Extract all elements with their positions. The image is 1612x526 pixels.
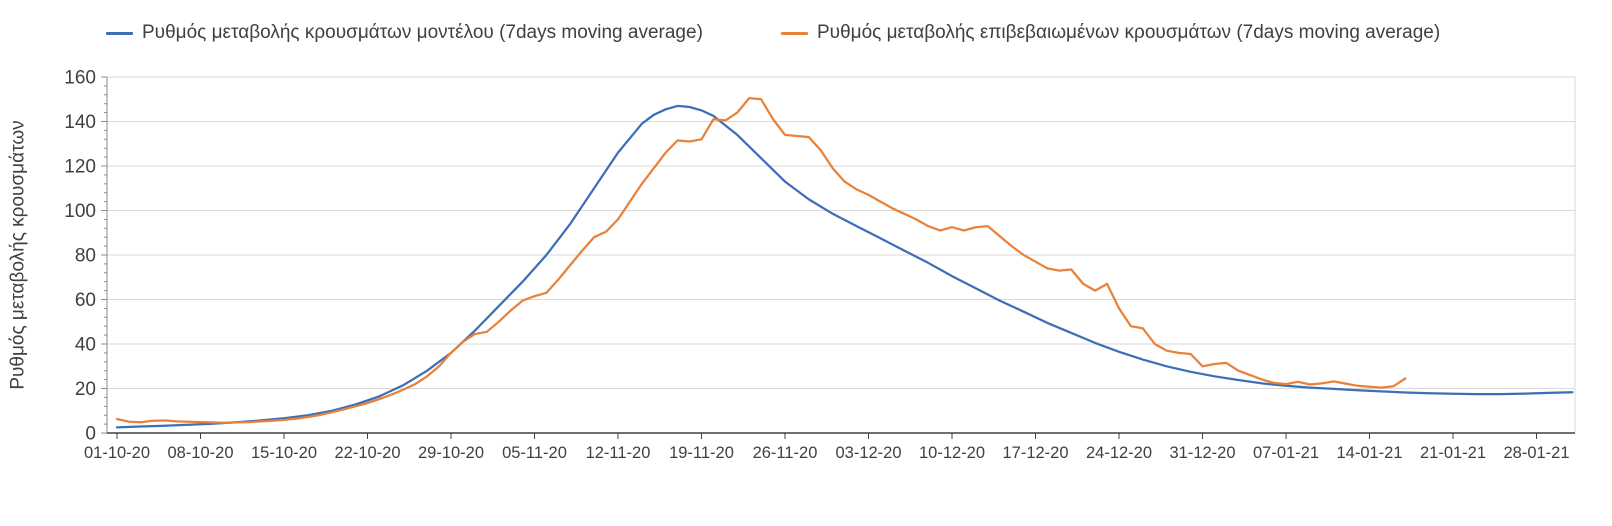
series-line-confirmed	[115, 96, 1407, 424]
y-tick-label: 80	[75, 246, 96, 267]
legend: Ρυθμός μεταβολής κρουσμάτων μοντέλου (7d…	[0, 0, 1612, 52]
x-tick-label: 28-01-21	[1503, 444, 1569, 462]
legend-marker-confirmed-line	[781, 31, 808, 35]
x-tick-label: 31-12-20	[1169, 444, 1235, 462]
x-tick-label: 24-12-20	[1086, 444, 1152, 462]
x-tick-label: 19-11-20	[669, 444, 734, 462]
x-tick-label: 10-12-20	[919, 444, 985, 462]
x-tick-label: 26-11-20	[753, 444, 818, 462]
y-tick-label: 0	[85, 424, 96, 445]
legend-label-confirmed: Ρυθμός μεταβολής επιβεβαιωμένων κρουσμάτ…	[817, 22, 1441, 43]
series-line-model	[115, 104, 1574, 429]
x-tick-label: 05-11-20	[502, 444, 567, 462]
x-tick-label: 22-10-20	[334, 444, 400, 462]
y-tick-label: 20	[75, 379, 96, 400]
x-tick-label: 03-12-20	[835, 444, 901, 462]
legend-item-confirmed: Ρυθμός μεταβολής επιβεβαιωμένων κρουσμάτ…	[781, 22, 1440, 44]
legend-item-model: Ρυθμός μεταβολής κρουσμάτων μοντέλου (7d…	[106, 22, 703, 44]
x-tick-label: 08-10-20	[167, 444, 233, 462]
legend-marker-model-line	[106, 31, 133, 35]
y-tick-label: 140	[64, 112, 96, 133]
y-tick-label: 120	[64, 157, 96, 178]
x-tick-label: 14-01-21	[1336, 444, 1402, 462]
legend-label-model: Ρυθμός μεταβολής κρουσμάτων μοντέλου (7d…	[142, 22, 703, 43]
x-tick-label: 12-11-20	[586, 444, 651, 462]
y-tick-label: 60	[75, 290, 96, 311]
x-tick-label: 07-01-21	[1253, 444, 1319, 462]
x-tick-label: 21-01-21	[1420, 444, 1486, 462]
y-tick-label: 100	[64, 201, 96, 222]
y-tick-label: 160	[64, 68, 96, 89]
x-tick-label: 29-10-20	[418, 444, 484, 462]
x-tick-label: 15-10-20	[251, 444, 317, 462]
x-tick-label: 17-12-20	[1002, 444, 1068, 462]
y-tick-label: 40	[75, 335, 96, 356]
x-tick-label: 01-10-20	[84, 444, 150, 462]
